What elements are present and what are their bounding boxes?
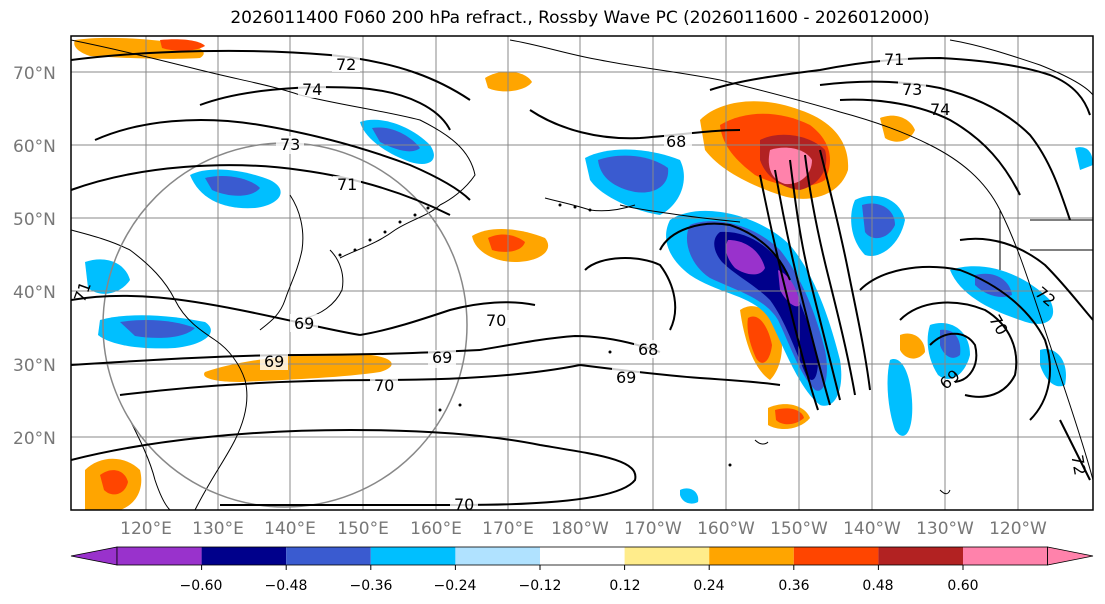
lat-label: 20°N <box>13 429 56 449</box>
contour-label: 71 <box>884 50 904 69</box>
contour-label: 69 <box>294 314 314 333</box>
colorbar-segment <box>793 547 879 565</box>
lat-label: 60°N <box>13 137 56 157</box>
contour-label: 73 <box>280 135 300 154</box>
colorbar-tick-label: 0.36 <box>778 578 809 594</box>
colorbar-border <box>116 546 1048 566</box>
contour-label: 69 <box>616 368 636 387</box>
contour-label: 70 <box>454 495 474 514</box>
colorbar-tick-label: −0.24 <box>434 578 477 594</box>
lon-label: 130°E <box>192 519 244 539</box>
lat-label: 30°N <box>13 356 56 376</box>
colorbar-segment <box>709 547 794 565</box>
map-frame <box>70 35 1094 511</box>
positive-anomaly-regions <box>74 37 925 510</box>
lon-label: 120°W <box>989 519 1047 539</box>
colorbar-segment <box>370 547 456 565</box>
contour-label: 69 <box>264 352 284 371</box>
contour-label: 72 <box>336 55 356 74</box>
lon-label: 150°E <box>337 519 389 539</box>
colorbar-tick-label: 0.12 <box>609 578 640 594</box>
colorbar-tick-label: −0.12 <box>519 578 562 594</box>
contour-label: 72 <box>1067 453 1089 476</box>
graticule <box>71 36 1093 510</box>
map-background <box>71 36 1093 510</box>
colorbar-segment <box>117 547 202 565</box>
lon-label: 170°W <box>624 519 682 539</box>
contour-label: 71 <box>337 175 357 194</box>
lon-label: 150°W <box>770 519 828 539</box>
lon-label: 160°E <box>410 519 462 539</box>
contour-label: 68 <box>638 340 658 359</box>
colorbar-tick-labels: −0.60 −0.48 −0.36 −0.24 −0.12 0.12 0.24 … <box>180 578 979 594</box>
map-title: 2026011400 F060 200 hPa refract., Rossby… <box>230 8 930 28</box>
colorbar-segment <box>286 547 371 565</box>
colorbar-tick-label: 0.60 <box>947 578 978 594</box>
contour-label: 73 <box>902 80 922 99</box>
colorbar-segment <box>540 547 625 565</box>
coastlines <box>71 39 1093 510</box>
longitude-labels: 120°E 130°E 140°E 150°E 160°E 170°E 180°… <box>120 519 1047 539</box>
colorbar-tick-label: −0.36 <box>350 578 393 594</box>
colorbar-tick-label: −0.60 <box>180 578 223 594</box>
colorbar-tick-label: 0.48 <box>862 578 893 594</box>
colorbar-extend-min <box>70 546 118 566</box>
lat-label: 50°N <box>13 210 56 230</box>
colorbar-segment <box>624 547 710 565</box>
lon-label: 140°W <box>843 519 901 539</box>
contour-label: 74 <box>302 80 322 99</box>
lat-label: 40°N <box>13 283 56 303</box>
refractivity-contours <box>71 49 1093 506</box>
colorbar-extend-max <box>1047 546 1094 566</box>
contour-label: 68 <box>666 132 686 151</box>
lon-label: 160°W <box>697 519 755 539</box>
island-outlines <box>338 203 732 467</box>
colorbar-tick-label: 0.24 <box>693 578 724 594</box>
colorbar-segment <box>455 547 540 565</box>
colorbar <box>70 546 1094 570</box>
colorbar-segment <box>878 547 963 565</box>
contour-label: 70 <box>486 311 506 330</box>
lon-label: 120°E <box>120 519 172 539</box>
lat-label: 70°N <box>13 64 56 84</box>
colorbar-tick-label: −0.48 <box>265 578 308 594</box>
colorbar-segment <box>963 547 1048 565</box>
lon-label: 170°E <box>482 519 534 539</box>
lon-label: 140°E <box>264 519 316 539</box>
contour-label: 74 <box>930 100 950 119</box>
lon-label: 130°W <box>916 519 974 539</box>
contour-label: 69 <box>432 348 452 367</box>
contour-label: 70 <box>374 376 394 395</box>
lon-label: 180°W <box>551 519 609 539</box>
colorbar-segment <box>201 547 287 565</box>
latitude-labels: 70°N 60°N 50°N 40°N 30°N 20°N <box>13 64 56 449</box>
